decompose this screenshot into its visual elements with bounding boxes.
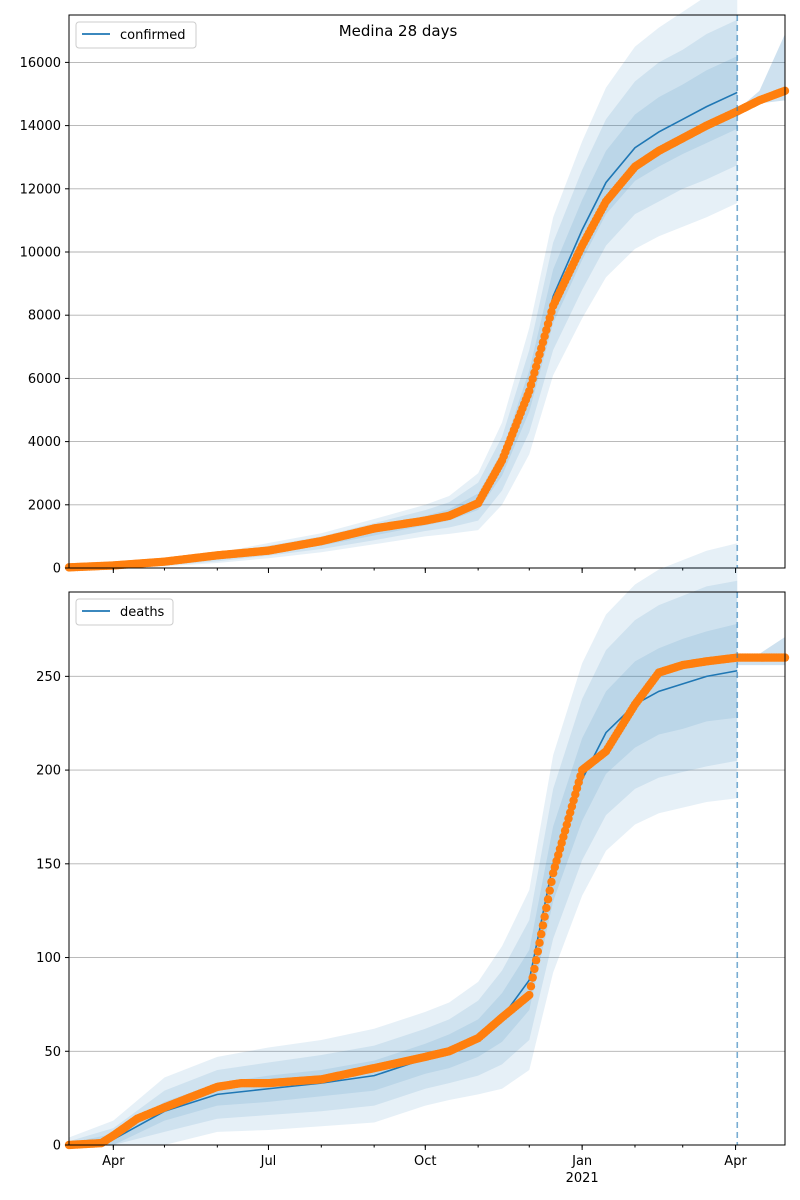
x-tick-year-label: 2021 [566, 1171, 599, 1186]
deaths-observed-point [533, 947, 543, 956]
x-tick-label: Oct [414, 1154, 436, 1169]
confirmed-panel: 0 2000 4000 6000 8000 10000 12000 14000 16000 co… [20, 0, 790, 577]
confirmed-band-3 [69, 56, 738, 568]
confirmed-gridlines [69, 61, 785, 506]
confirmed-y-tick-label: 2000 [28, 498, 61, 513]
deaths-observed-point [543, 895, 553, 904]
deaths-observed-point [530, 964, 539, 974]
deaths-y-tick-label: 100 [36, 951, 61, 966]
deaths-x-axis-ticks: Apr Jul Oct Jan 2021 Apr [102, 1145, 747, 1186]
deaths-observed-point [540, 912, 549, 921]
confirmed-legend-label: confirmed [120, 28, 186, 43]
confirmed-y-tick-label: 4000 [28, 435, 61, 450]
deaths-band-2 [69, 580, 738, 1145]
confirmed-y-tick-label: 12000 [20, 182, 61, 197]
confirmed-y-tick-label: 6000 [28, 372, 61, 387]
deaths-observed-point [537, 929, 546, 939]
confirmed-y-tick-label: 8000 [28, 309, 61, 324]
deaths-legend: deaths [75, 598, 174, 626]
deaths-observed-point [538, 921, 548, 930]
deaths-observed-point [525, 990, 534, 1000]
confirmed-y-tick-label: 10000 [20, 246, 61, 261]
confirmed-legend: confirmed [75, 21, 197, 49]
x-tick-label: Jan [571, 1154, 592, 1169]
x-tick-label: Apr [724, 1154, 747, 1169]
figure-title: Medina 28 days [339, 22, 458, 40]
deaths-axes-frame [68, 591, 786, 1146]
deaths-y-tick-label: 150 [36, 857, 61, 872]
deaths-observed-point [542, 903, 551, 913]
deaths-band-3 [69, 623, 738, 1145]
deaths-observed-point [547, 877, 556, 887]
deaths-legend-box [75, 598, 174, 626]
deaths-y-tick-label: 0 [53, 1139, 61, 1154]
deaths-observed-series [64, 653, 790, 1150]
deaths-gridlines [69, 675, 785, 1052]
confirmed-band-2 [69, 19, 738, 568]
deaths-y-tick-label: 50 [44, 1045, 61, 1060]
x-tick-label: Apr [102, 1154, 125, 1169]
confirmed-y-tick-label: 14000 [20, 119, 61, 134]
deaths-y-axis-ticks: 0 50 100 150 200 250 [36, 670, 69, 1154]
deaths-y-tick-label: 200 [36, 764, 61, 779]
confirmed-band-1 [69, 0, 738, 568]
confirmed-y-axis-ticks: 0 2000 4000 6000 8000 10000 12000 14000 16000 [20, 56, 69, 577]
confirmed-axes-frame [68, 14, 786, 569]
confirmed-y-tick-label: 0 [53, 562, 61, 577]
deaths-legend-label: deaths [120, 605, 165, 620]
deaths-y-tick-label: 250 [36, 670, 61, 685]
deaths-observed-point [526, 982, 536, 991]
confirmed-x-axis-ticks [112, 568, 737, 573]
deaths-panel: 0 50 100 150 200 250 Apr Jul Oct Jan 2021 Apr deat… [36, 543, 790, 1186]
deaths-observed-point [531, 956, 541, 965]
deaths-observed-point [528, 973, 537, 982]
deaths-observed-point [535, 938, 544, 948]
confirmed-y-tick-label: 16000 [20, 56, 61, 71]
confirmed-observed-series [64, 86, 790, 572]
deaths-band-1 [69, 543, 738, 1145]
deaths-observed-point [545, 886, 554, 895]
x-tick-label: Jul [260, 1154, 277, 1169]
confirmed-legend-box [75, 21, 197, 49]
